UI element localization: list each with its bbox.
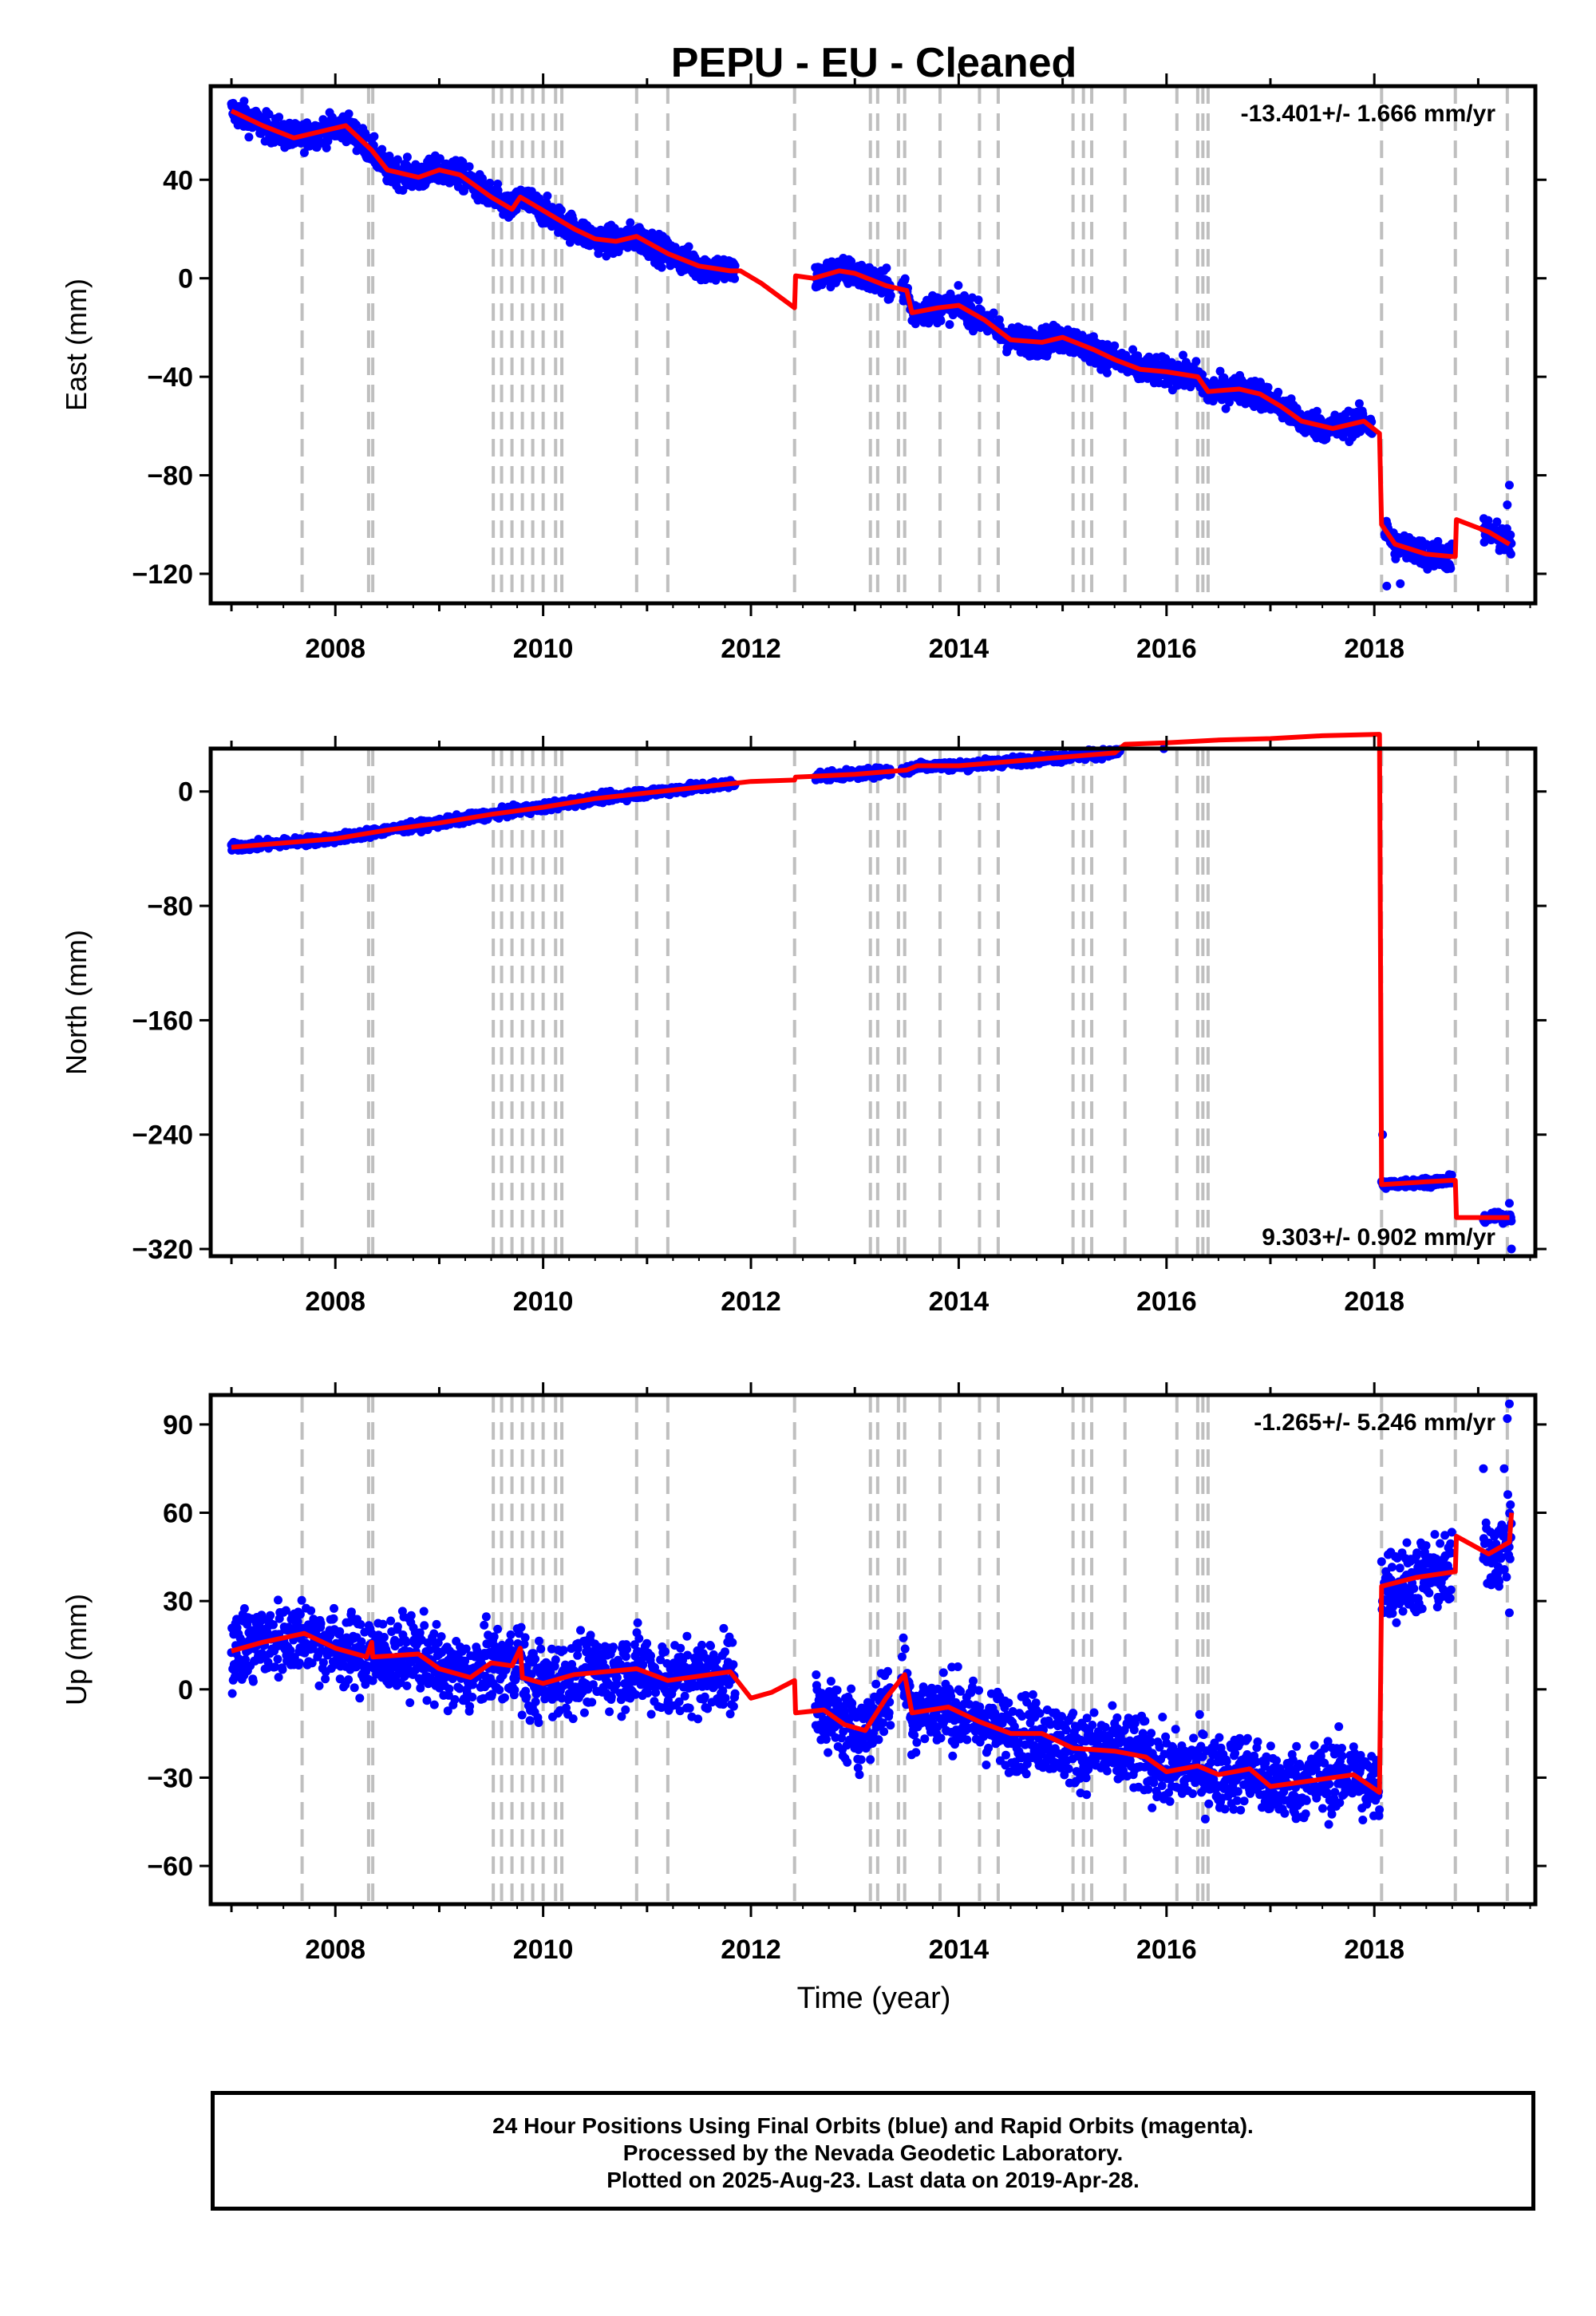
data-point [1382, 581, 1392, 591]
y-axis-label: North (mm) [60, 930, 93, 1075]
data-point [989, 308, 998, 318]
data-point [1221, 404, 1231, 413]
y-tick-label: 0 [178, 777, 193, 808]
data-point [1179, 350, 1187, 360]
x-tick-label: 2010 [513, 1286, 574, 1317]
y-tick-label: −80 [147, 891, 193, 922]
data-point [464, 162, 474, 172]
data-point [264, 109, 274, 119]
panel-east: −120 −80 −40 0 40 2008 2010 2012 2014 2016 2018 Eas… [60, 73, 1547, 664]
data-point [936, 316, 946, 326]
panel-north: −320 −240 −160 −80 0 2008 2010 2012 2014 2016 2018… [60, 732, 1547, 1317]
rate-label: -13.401+/- 1.666 mm/yr [1241, 101, 1496, 127]
x-tick-label: 2014 [929, 1286, 990, 1317]
data-point [322, 143, 331, 152]
data-point [543, 192, 552, 200]
data-point [994, 315, 1004, 325]
data-point [1507, 1244, 1516, 1254]
data-point [458, 157, 468, 167]
data-point [344, 109, 354, 119]
data-point [974, 295, 983, 305]
y-tick-label: 40 [163, 165, 193, 196]
data-point [299, 148, 309, 157]
data-point [1274, 387, 1283, 397]
data-point [1396, 579, 1405, 588]
data-point [369, 132, 379, 141]
y-tick-label: −40 [147, 362, 193, 393]
data-point [239, 97, 249, 106]
data-point [730, 274, 739, 283]
data-point [244, 132, 254, 142]
chart-title: PEPU - EU - Cleaned [671, 40, 1077, 86]
y-axis-label: East (mm) [60, 279, 93, 411]
data-point [945, 320, 954, 330]
data-point [657, 263, 666, 272]
y-tick-label: −240 [132, 1120, 193, 1151]
panels: −120 −80 −40 0 40 2008 2010 2012 2014 2016 2018 Eas… [60, 73, 1547, 1965]
data-point [847, 257, 856, 267]
data-point [227, 1689, 237, 1698]
data-point [556, 205, 566, 215]
data-point [684, 242, 693, 251]
x-tick-label: 2012 [721, 1286, 781, 1317]
data-point [1504, 1199, 1514, 1208]
x-tick-label: 2010 [513, 634, 574, 664]
data-point [900, 274, 910, 283]
y-tick-label: −160 [132, 1006, 193, 1036]
data-point [402, 152, 412, 162]
x-tick-label: 2014 [929, 634, 990, 664]
data-point [393, 155, 402, 164]
x-tick-label: 2018 [1344, 1286, 1404, 1317]
data-point [485, 178, 495, 188]
data-point [1110, 341, 1120, 350]
data-point [882, 263, 891, 273]
x-tick-label: 2018 [1344, 634, 1404, 664]
data-point [351, 120, 361, 129]
data-point [1263, 382, 1273, 392]
x-tick-label: 2008 [305, 1286, 365, 1317]
data-point [1446, 563, 1456, 573]
rate-label: 9.303+/- 0.902 mm/yr [1262, 1224, 1495, 1251]
data-point [1128, 345, 1138, 354]
y-tick-label: −120 [132, 559, 193, 590]
data-point [730, 261, 740, 271]
data-point [626, 218, 635, 227]
y-tick-label: −320 [132, 1235, 193, 1265]
data-point [602, 251, 611, 261]
data-point [435, 154, 444, 164]
data-point [377, 144, 387, 154]
data-point [954, 281, 963, 290]
data-point [493, 180, 503, 188]
data-point [886, 290, 895, 300]
y-tick-label: −80 [147, 461, 193, 492]
data-point [1506, 530, 1515, 539]
data-point [1506, 549, 1515, 559]
data-point [1503, 500, 1512, 510]
data-point [828, 257, 836, 267]
x-tick-label: 2016 [1136, 1286, 1197, 1317]
x-tick-label: 2016 [1136, 634, 1197, 664]
y-tick-label: 0 [178, 264, 193, 294]
data-point [1102, 368, 1112, 377]
data-point [1504, 480, 1514, 490]
x-tick-label: 2012 [721, 634, 781, 664]
data-point [275, 113, 284, 122]
x-tick-label: 2008 [305, 634, 365, 664]
data-point [1191, 357, 1201, 366]
